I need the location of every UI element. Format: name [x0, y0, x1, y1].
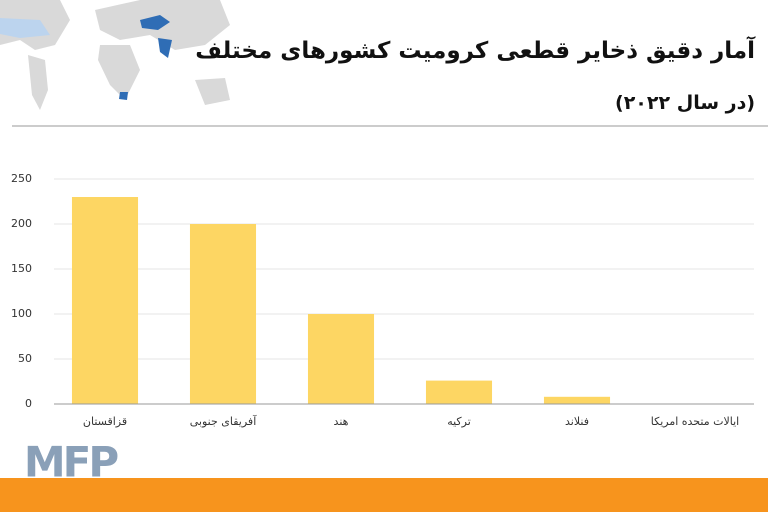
bar [425, 380, 493, 404]
x-tick-label: قزاقستان [83, 415, 127, 428]
y-tick-label: 50 [18, 352, 32, 365]
chart-subtitle: (در سال ۲۰۲۲) [615, 92, 755, 114]
y-tick-label: 150 [11, 262, 32, 275]
x-tick-label: فنلاند [565, 415, 589, 428]
x-tick-label: هند [334, 415, 349, 428]
y-tick-label: 100 [11, 307, 32, 320]
bar [189, 224, 257, 404]
y-tick-label: 0 [25, 397, 32, 410]
bar [307, 314, 375, 404]
x-tick-label: آفریقای جنوبی [190, 414, 257, 428]
y-tick-label: 200 [11, 217, 32, 230]
logo: MFP [24, 438, 118, 487]
world-map [0, 0, 230, 110]
y-tick-label: 250 [11, 172, 32, 185]
footer-band [0, 478, 768, 512]
chart-title: آمار دقیق ذخایر قطعی کرومیت کشورهای مختل… [195, 38, 755, 64]
bar [543, 396, 611, 404]
bar [71, 197, 139, 404]
x-tick-label: ایالات متحده امریکا [651, 415, 739, 428]
x-tick-label: ترکیه [447, 415, 471, 428]
